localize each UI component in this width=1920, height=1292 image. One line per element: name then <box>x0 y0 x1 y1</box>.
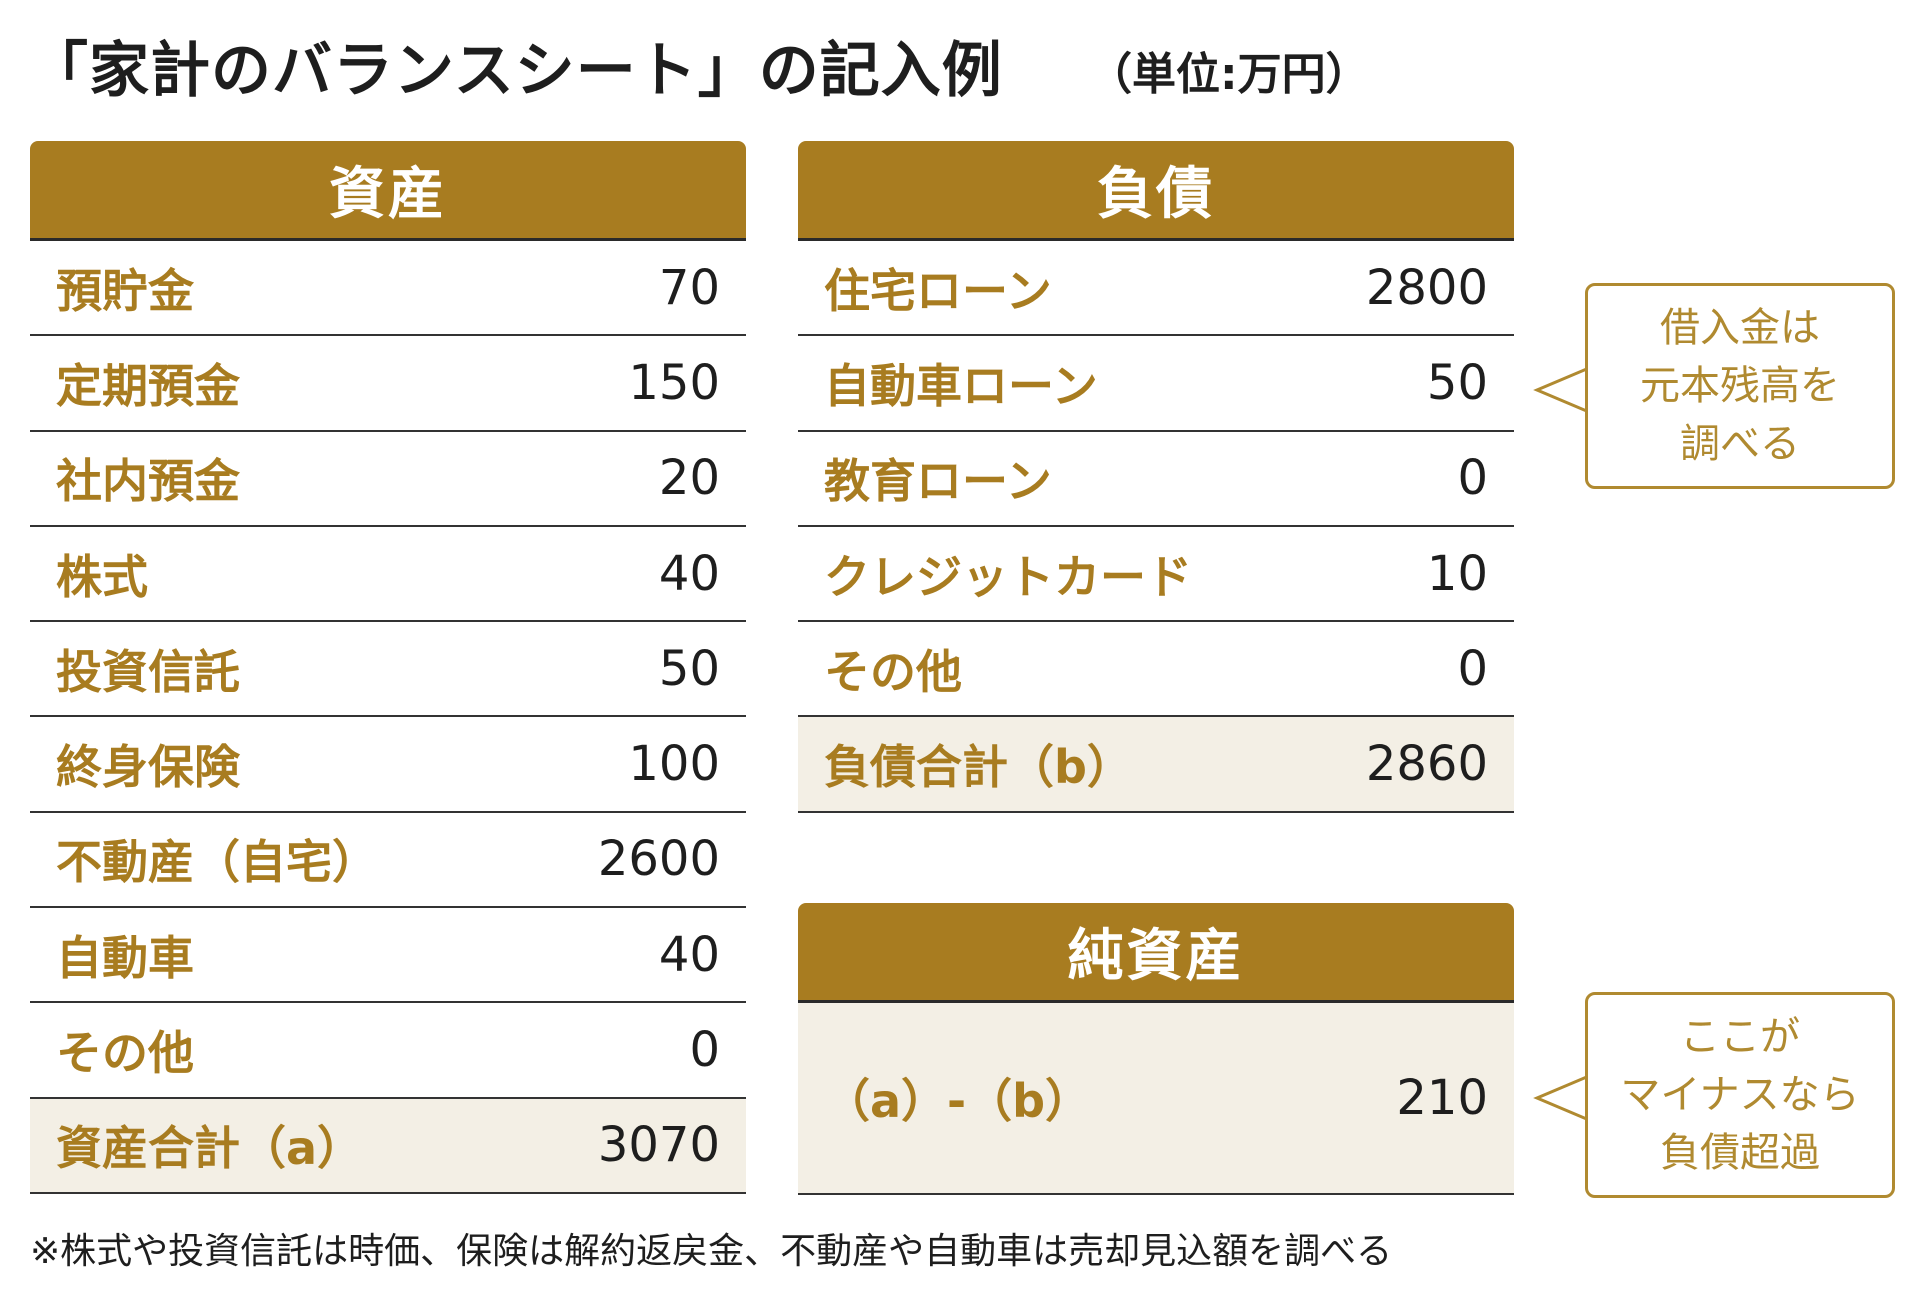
row-label: 定期預金 <box>56 358 240 413</box>
liabilities-row-car-loan: 自動車ローン 50 <box>798 336 1514 432</box>
callout-pointer-icon <box>1533 366 1590 414</box>
row-label: その他 <box>824 644 962 699</box>
footnote: ※株式や投資信託は時価、保険は解約返戻金、不動産や自動車は売却見込額を調べる <box>30 1231 1393 1272</box>
assets-total-row: 資産合計（a） 3070 <box>30 1098 746 1194</box>
row-label: 自動車 <box>56 930 194 985</box>
assets-table: 資産 預貯金 70 定期預金 150 社内預金 20 株式 40 投資信託 50… <box>30 141 746 1194</box>
row-label: その他 <box>56 1026 194 1081</box>
row-label: 自動車ローン <box>824 358 1098 413</box>
assets-header: 資産 <box>30 141 746 241</box>
assets-row-real-estate: 不動産（自宅） 2600 <box>30 813 746 909</box>
total-label: 負債合計（b） <box>824 740 1133 795</box>
row-value: 0 <box>1457 450 1488 507</box>
net-assets-value: 210 <box>1396 1070 1488 1126</box>
row-value: 100 <box>628 736 720 793</box>
row-label: 株式 <box>56 549 148 604</box>
liabilities-row-credit-card: クレジットカード 10 <box>798 527 1514 623</box>
row-label: 預貯金 <box>56 263 194 318</box>
assets-row-time-deposit: 定期預金 150 <box>30 336 746 432</box>
net-assets-header: 純資産 <box>798 903 1514 1003</box>
row-value: 40 <box>658 545 720 602</box>
liabilities-table: 負債 住宅ローン 2800 自動車ローン 50 教育ローン 0 クレジットカード… <box>798 141 1514 813</box>
row-label: 住宅ローン <box>824 263 1052 318</box>
total-value: 3070 <box>597 1117 720 1174</box>
net-callout: ここが マイナスなら 負債超過 <box>1585 992 1895 1198</box>
row-value: 0 <box>689 1022 720 1079</box>
row-value: 0 <box>1457 640 1488 697</box>
assets-row-stocks: 株式 40 <box>30 527 746 623</box>
row-value: 10 <box>1426 545 1488 602</box>
row-value: 70 <box>658 259 720 316</box>
row-label: 終身保険 <box>56 740 240 795</box>
net-assets-label: （a）-（b） <box>824 1074 1092 1128</box>
row-value: 2800 <box>1365 259 1488 316</box>
total-label: 資産合計（a） <box>56 1121 364 1176</box>
row-label: 投資信託 <box>56 644 240 699</box>
assets-row-other: その他 0 <box>30 1003 746 1099</box>
page-title: 「家計のバランスシート」の記入例 <box>28 36 1003 106</box>
row-label: 教育ローン <box>824 454 1052 509</box>
row-value: 40 <box>658 926 720 983</box>
assets-row-investment-trust: 投資信託 50 <box>30 622 746 718</box>
loan-callout: 借入金は 元本残高を 調べる <box>1585 283 1895 489</box>
callout-pointer-icon <box>1533 1074 1590 1122</box>
row-value: 2600 <box>597 831 720 888</box>
row-value: 150 <box>628 354 720 411</box>
liabilities-row-education-loan: 教育ローン 0 <box>798 432 1514 527</box>
assets-row-life-insurance: 終身保険 100 <box>30 717 746 813</box>
liabilities-total-row: 負債合計（b） 2860 <box>798 717 1514 813</box>
assets-row-car: 自動車 40 <box>30 908 746 1004</box>
total-value: 2860 <box>1365 736 1488 793</box>
net-assets-row: （a）-（b） 210 <box>798 1003 1514 1195</box>
liabilities-row-other: その他 0 <box>798 622 1514 718</box>
row-label: 社内預金 <box>56 454 240 509</box>
row-value: 20 <box>658 450 720 507</box>
assets-row-savings: 預貯金 70 <box>30 241 746 337</box>
row-label: 不動産（自宅） <box>56 835 378 890</box>
net-assets-table: 純資産 （a）-（b） 210 <box>798 903 1514 1195</box>
assets-row-company-deposit: 社内預金 20 <box>30 432 746 527</box>
row-value: 50 <box>1426 354 1488 411</box>
liabilities-row-mortgage: 住宅ローン 2800 <box>798 241 1514 337</box>
row-label: クレジットカード <box>824 549 1192 604</box>
unit-note: （単位:万円） <box>1088 49 1370 100</box>
liabilities-header: 負債 <box>798 141 1514 241</box>
row-value: 50 <box>658 640 720 697</box>
